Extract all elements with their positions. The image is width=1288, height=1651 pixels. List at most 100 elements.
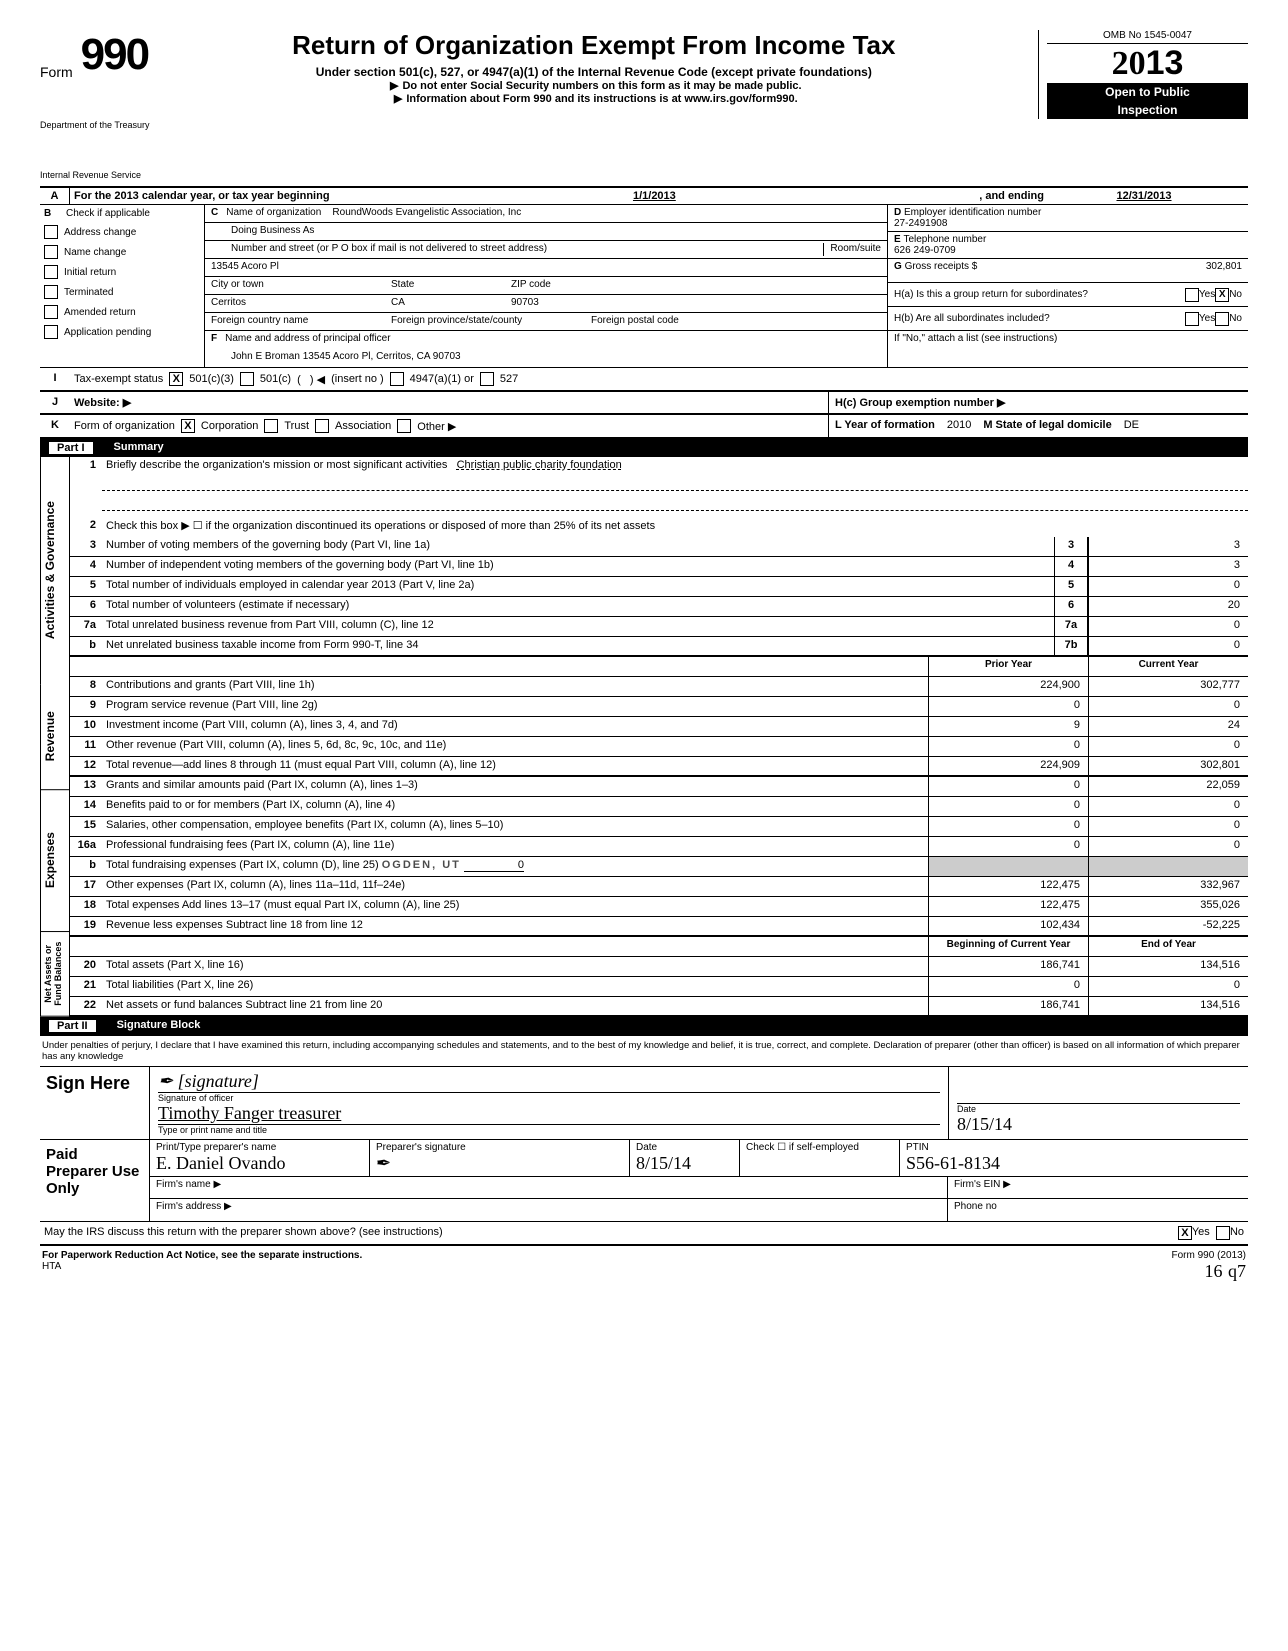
hb-yes[interactable] [1185, 312, 1199, 326]
chk-527[interactable] [480, 372, 494, 386]
l8-num: 8 [70, 677, 102, 696]
l7b-text: Net unrelated business taxable income fr… [102, 637, 1054, 655]
irs-label: Internal Revenue Service [40, 170, 150, 180]
l18-text: Total expenses Add lines 13–17 (must equ… [102, 897, 928, 916]
l14-current: 0 [1088, 797, 1248, 816]
lbl-501c: 501(c) [260, 373, 291, 385]
chk-4947[interactable] [390, 372, 404, 386]
irs-yes[interactable]: X [1178, 1226, 1192, 1240]
l18-num: 18 [70, 897, 102, 916]
hb-no[interactable] [1215, 312, 1229, 326]
l4-box: 4 [1054, 557, 1088, 576]
l19-prior: 102,434 [928, 917, 1088, 935]
chk-terminated[interactable] [44, 285, 58, 299]
chk-501c3[interactable]: X [169, 372, 183, 386]
prep-sig-lbl: Preparer's signature [376, 1142, 466, 1153]
l6-num: 6 [70, 597, 102, 616]
lbl-4947: 4947(a)(1) or [410, 373, 474, 385]
ptin-val: S56-61-8134 [906, 1153, 1000, 1173]
l1-num: 1 [70, 457, 102, 477]
firm-addr-lbl: Firm's address ▶ [150, 1199, 948, 1221]
chk-name-change[interactable] [44, 245, 58, 259]
phone-val: 626 249-0709 [894, 245, 956, 256]
form-footer: Form 990 (2013) [1172, 1250, 1246, 1261]
chk-address-change[interactable] [44, 225, 58, 239]
foreign-country-lbl: Foreign country name [211, 315, 391, 328]
l13-prior: 0 [928, 777, 1088, 796]
prep-date-lbl: Date [636, 1142, 657, 1153]
chk-application-pending[interactable] [44, 325, 58, 339]
lbl-trust: Trust [284, 420, 309, 432]
ha-no[interactable]: X [1215, 288, 1229, 302]
l1-text: Briefly describe the organization's miss… [106, 459, 447, 471]
l2-text: Check this box ▶ ☐ if the organization d… [102, 517, 1248, 537]
principal-officer: John E Broman 13545 Acoro Pl, Cerritos, … [231, 351, 461, 365]
hand-note-1: 16 [1204, 1261, 1222, 1281]
ha-yes[interactable] [1185, 288, 1199, 302]
l16b-num: b [70, 857, 102, 876]
chk-amended[interactable] [44, 305, 58, 319]
line-a-pre: For the 2013 calendar year, or tax year … [74, 190, 330, 202]
l22-end: 134,516 [1088, 997, 1248, 1015]
gross-receipts-val: 302,801 [1206, 261, 1242, 280]
firm-ein-lbl: Firm's EIN ▶ [948, 1177, 1248, 1198]
irs-no[interactable] [1216, 1226, 1230, 1240]
prep-signature: ✒︎ [376, 1153, 391, 1173]
l3-text: Number of voting members of the governin… [102, 537, 1054, 556]
firm-phone-lbl: Phone no [948, 1199, 1248, 1221]
chk-other[interactable] [397, 419, 411, 433]
chk-assoc[interactable] [315, 419, 329, 433]
l12-text: Total revenue—add lines 8 through 11 (mu… [102, 757, 928, 775]
l20-text: Total assets (Part X, line 16) [102, 957, 928, 976]
l21-end: 0 [1088, 977, 1248, 996]
signature-block: Under penalties of perjury, I declare th… [40, 1035, 1248, 1244]
l12-prior: 224,909 [928, 757, 1088, 775]
l17-current: 332,967 [1088, 877, 1248, 896]
part1-title: Summary [114, 441, 164, 455]
prep-name-lbl: Print/Type preparer's name [156, 1142, 276, 1153]
lbl-501c3: 501(c)(3) [189, 373, 234, 385]
check-if-applicable: Check if applicable [66, 208, 150, 219]
lbl-527: 527 [500, 373, 518, 385]
l6-val: 20 [1088, 597, 1248, 616]
check-column: B Check if applicable Address change Nam… [40, 205, 205, 367]
part1-bar: Part I Summary [40, 439, 1248, 457]
l15-num: 15 [70, 817, 102, 836]
chk-trust[interactable] [264, 419, 278, 433]
chk-501c[interactable] [240, 372, 254, 386]
l22-text: Net assets or fund balances Subtract lin… [102, 997, 928, 1015]
end-date: 12/31/2013 [1044, 190, 1244, 202]
chk-corp[interactable]: X [181, 419, 195, 433]
l7a-val: 0 [1088, 617, 1248, 636]
gross-receipts-lbl: Gross receipts $ [905, 261, 978, 280]
label-f: F [211, 333, 217, 347]
foreign-postal-lbl: Foreign postal code [591, 315, 679, 328]
ha-text: H(a) Is this a group return for subordin… [894, 289, 1185, 300]
l3-box: 3 [1054, 537, 1088, 556]
officer-name-title: Timothy Fanger treasurer [158, 1103, 940, 1124]
foreign-province-lbl: Foreign province/state/county [391, 315, 591, 328]
l7b-val: 0 [1088, 637, 1248, 655]
l9-current: 0 [1088, 697, 1248, 716]
line-a-mid: , and ending [979, 190, 1044, 202]
l16b-val: 0 [464, 859, 524, 872]
l4-num: 4 [70, 557, 102, 576]
part2-title: Signature Block [117, 1019, 201, 1033]
line-a: A For the 2013 calendar year, or tax yea… [40, 188, 1248, 205]
l3-val: 3 [1088, 537, 1248, 556]
chk-initial-return[interactable] [44, 265, 58, 279]
l9-num: 9 [70, 697, 102, 716]
footer: For Paperwork Reduction Act Notice, see … [40, 1244, 1248, 1286]
label-j: J [40, 392, 70, 413]
l22-num: 22 [70, 997, 102, 1015]
form-number-block: Form 990 Department of the Treasury Inte… [40, 30, 150, 180]
sig-date-val: 8/15/14 [957, 1114, 1240, 1135]
l16a-current: 0 [1088, 837, 1248, 856]
form-subtitle: Under section 501(c), 527, or 4947(a)(1)… [170, 65, 1018, 79]
l8-current: 302,777 [1088, 677, 1248, 696]
l7a-text: Total unrelated business revenue from Pa… [102, 617, 1054, 636]
l11-num: 11 [70, 737, 102, 756]
label-k: K [40, 415, 70, 437]
l7b-box: 7b [1054, 637, 1088, 655]
dba-lbl: Doing Business As [231, 225, 314, 238]
